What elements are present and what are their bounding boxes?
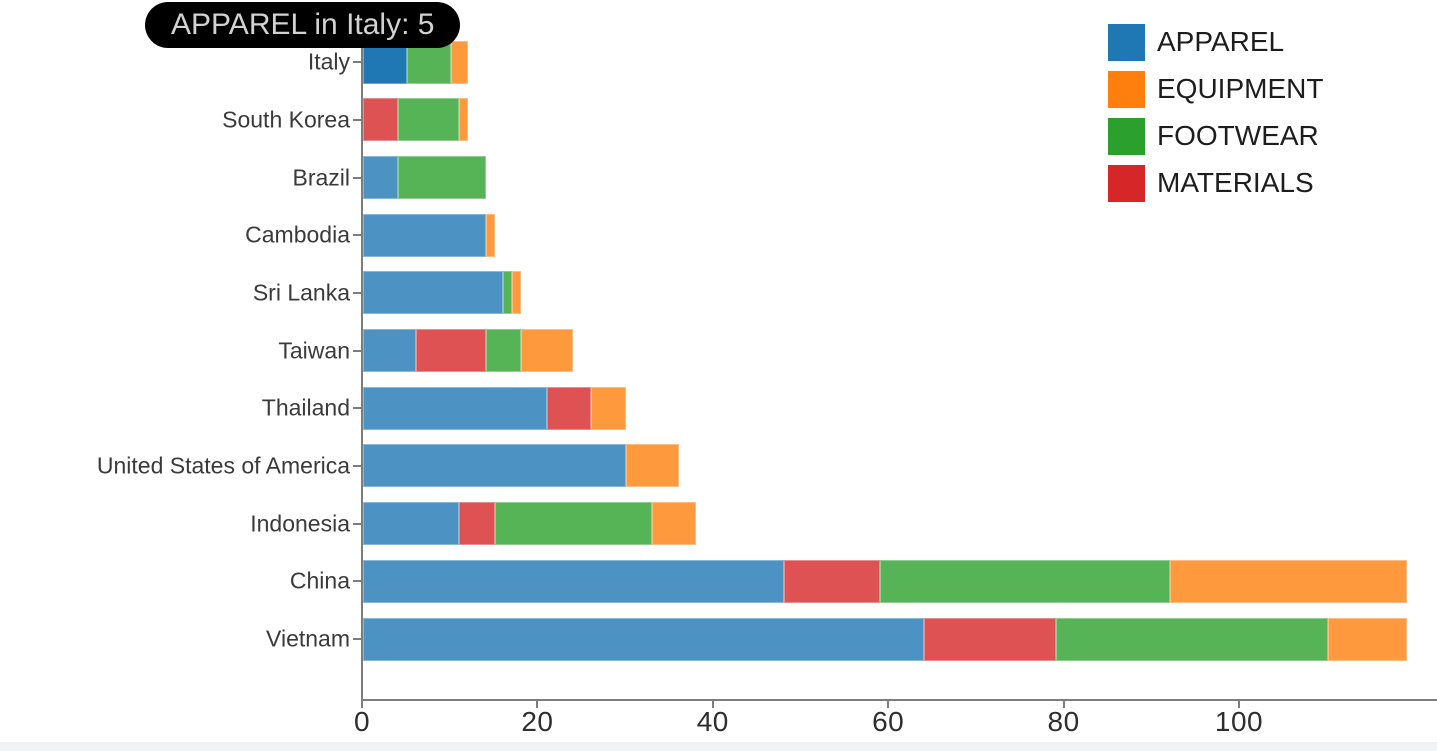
legend-swatch-icon <box>1108 164 1145 202</box>
y-tick <box>353 234 362 237</box>
y-tick <box>353 464 362 467</box>
bar-segment[interactable] <box>1055 617 1328 661</box>
x-tick <box>1062 701 1065 708</box>
bar-segment[interactable] <box>459 98 469 142</box>
hover-tooltip: APPAREL in Italy: 5 <box>145 2 461 48</box>
legend-swatch-icon <box>1108 117 1145 155</box>
bar-segment[interactable] <box>1327 617 1407 661</box>
y-axis-label: Indonesia <box>250 510 350 537</box>
legend-label: FOOTWEAR <box>1157 120 1319 151</box>
x-axis-line <box>361 699 1437 701</box>
bar-segment[interactable] <box>880 559 1170 603</box>
y-axis-label: Cambodia <box>245 221 350 248</box>
bar-segment[interactable] <box>591 386 627 430</box>
bar-segment[interactable] <box>924 617 1056 661</box>
bar-segment[interactable] <box>363 444 627 488</box>
y-tick <box>353 407 362 410</box>
y-axis-label: Sri Lanka <box>252 279 350 306</box>
legend-swatch-icon <box>1108 70 1145 108</box>
x-tick-label: 100 <box>1214 706 1264 737</box>
y-tick <box>353 291 362 294</box>
y-axis-label: Thailand <box>261 394 350 421</box>
y-tick <box>353 522 362 525</box>
bar-segment[interactable] <box>363 213 486 257</box>
bar-segment[interactable] <box>363 559 784 603</box>
bar-segment[interactable] <box>485 213 495 257</box>
x-tick <box>711 701 714 708</box>
legend-label: APPAREL <box>1157 26 1285 57</box>
bar-segment[interactable] <box>494 502 653 546</box>
bar-segment[interactable] <box>626 444 679 488</box>
y-tick <box>353 176 362 179</box>
bar-segment[interactable] <box>783 559 881 603</box>
y-axis-label: Vietnam <box>266 625 350 652</box>
x-tick-label: 60 <box>872 706 905 737</box>
legend-item-materials[interactable]: MATERIALS <box>1108 164 1323 202</box>
bar-segment[interactable] <box>1169 559 1407 603</box>
x-tick <box>536 701 539 708</box>
bar-segment[interactable] <box>503 271 513 315</box>
y-tick <box>353 61 362 64</box>
y-axis-label: Italy <box>307 48 350 75</box>
bar-segment[interactable] <box>398 98 460 142</box>
y-axis-label: Brazil <box>292 164 350 191</box>
x-tick-label: 0 <box>353 706 371 737</box>
x-tick <box>1238 701 1240 708</box>
bar-segment[interactable] <box>459 502 495 546</box>
bar-segment[interactable] <box>450 40 469 84</box>
bar-segment[interactable] <box>363 98 399 142</box>
bar-segment[interactable] <box>363 386 548 430</box>
legend-label: EQUIPMENT <box>1157 73 1324 104</box>
bar-segment[interactable] <box>363 502 460 546</box>
x-tick-label: 40 <box>696 706 729 737</box>
x-tick-label: 80 <box>1047 706 1080 737</box>
bar-segment[interactable] <box>485 329 521 373</box>
bar-segment[interactable] <box>363 617 925 661</box>
bar-segment[interactable] <box>512 271 521 315</box>
y-tick <box>353 580 362 583</box>
legend-item-equipment[interactable]: EQUIPMENT <box>1108 70 1323 108</box>
window-bottom-edge <box>0 742 1437 751</box>
legend-label: MATERIALS <box>1157 167 1314 198</box>
bar-segment[interactable] <box>363 156 399 200</box>
y-axis-label: Taiwan <box>278 337 350 364</box>
y-axis-label: South Korea <box>222 106 350 133</box>
bar-segment[interactable] <box>547 386 591 430</box>
y-axis-label: United States of America <box>96 452 350 479</box>
legend-item-apparel[interactable]: APPAREL <box>1108 23 1323 61</box>
bar-segment[interactable] <box>415 329 486 373</box>
legend: APPAREL EQUIPMENT FOOTWEAR MATERIALS <box>1108 23 1323 211</box>
y-tick <box>353 349 362 352</box>
bar-segment[interactable] <box>363 271 504 315</box>
y-tick <box>353 118 362 121</box>
legend-swatch-icon <box>1108 23 1145 61</box>
y-axis-line <box>361 28 363 707</box>
bar-segment[interactable] <box>520 329 574 373</box>
bar-segment[interactable] <box>398 156 486 200</box>
x-tick <box>887 701 890 708</box>
y-tick <box>353 638 362 640</box>
x-tick <box>361 701 363 708</box>
y-axis-label: China <box>289 567 350 594</box>
legend-item-footwear[interactable]: FOOTWEAR <box>1108 117 1323 155</box>
hover-tooltip-text: APPAREL in Italy: 5 <box>171 8 435 41</box>
bar-segment[interactable] <box>652 502 697 546</box>
bar-segment[interactable] <box>363 329 416 373</box>
x-tick-label: 20 <box>521 706 554 737</box>
